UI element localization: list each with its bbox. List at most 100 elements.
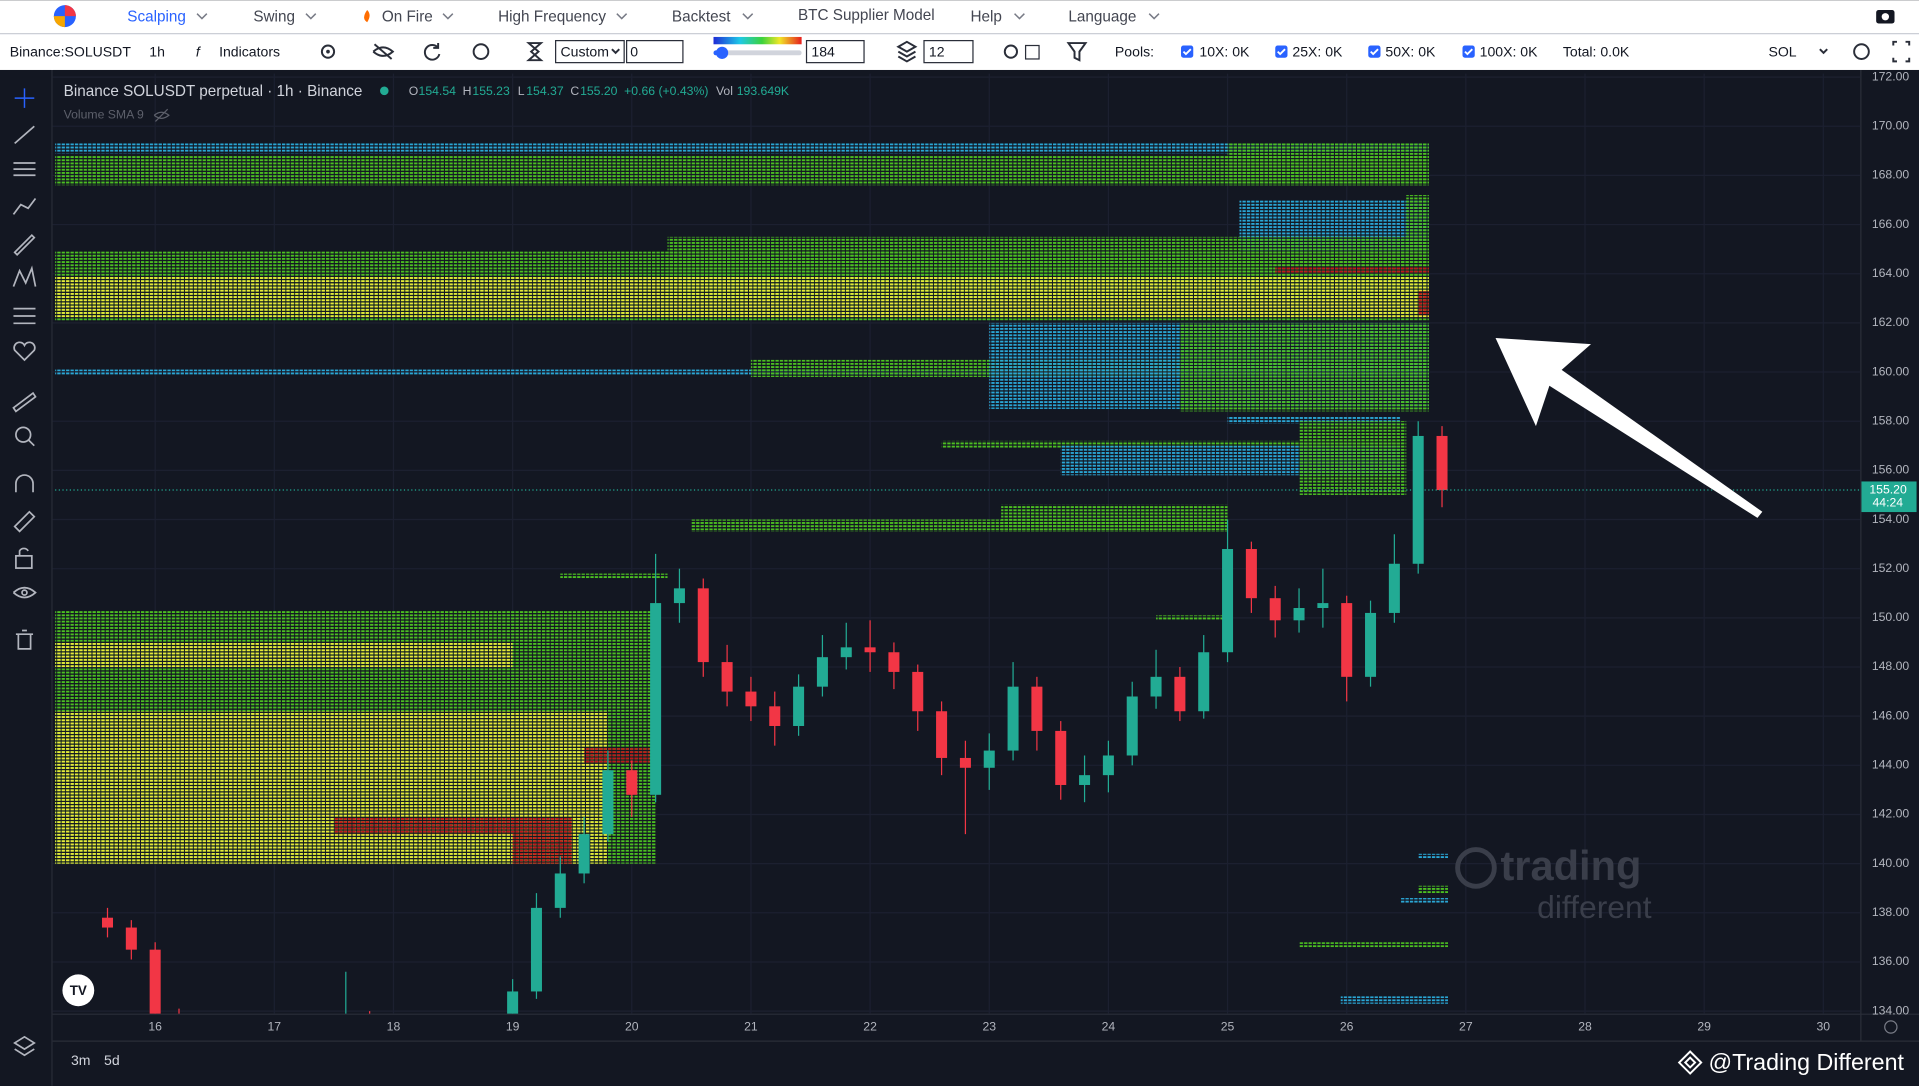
x-tick-label: 22 xyxy=(863,1019,877,1033)
price-tag xyxy=(1861,481,1917,513)
candle-body xyxy=(1102,755,1114,776)
fx-icon: f xyxy=(196,44,202,60)
fullscreen-icon[interactable] xyxy=(1892,40,1911,63)
pools-label: Pools: xyxy=(1115,44,1154,60)
y-tick-label: 166.00 xyxy=(1872,217,1910,231)
x-tick-label: 24 xyxy=(1102,1019,1116,1033)
chevron xyxy=(1148,13,1160,20)
menu-item[interactable]: High Frequency xyxy=(498,8,606,25)
volume-value: 193.649K xyxy=(737,84,790,98)
y-tick-label: 158.00 xyxy=(1872,413,1910,427)
heatmap xyxy=(55,143,1448,1004)
x-tick-label: 27 xyxy=(1459,1019,1473,1033)
tv-logo: TV xyxy=(62,974,95,1007)
chart-panel xyxy=(52,69,1919,1041)
chevron xyxy=(442,13,454,20)
refresh-icon[interactable] xyxy=(423,43,441,61)
symbol[interactable]: Binance:SOLUSDT xyxy=(10,44,132,60)
y-tick-label: 140.00 xyxy=(1872,856,1910,870)
input-box[interactable] xyxy=(923,39,974,64)
checkbox[interactable] xyxy=(1462,45,1475,58)
y-tick-label: 152.00 xyxy=(1872,561,1910,575)
select-box[interactable] xyxy=(555,39,625,64)
candle-body xyxy=(1341,603,1353,677)
checkbox[interactable] xyxy=(1368,45,1381,58)
liquidation-zone xyxy=(941,440,1401,449)
coin-select[interactable]: SOL xyxy=(1768,44,1796,60)
volume-key: Vol xyxy=(716,84,733,98)
price-tag-label: 155.20 xyxy=(1869,482,1907,496)
x-tick-label: 23 xyxy=(982,1019,996,1033)
candle-body xyxy=(912,671,924,712)
input-box[interactable] xyxy=(805,39,865,64)
palette-icon[interactable] xyxy=(472,43,490,60)
menu-item[interactable]: Help xyxy=(971,8,1002,25)
checkbox[interactable] xyxy=(1181,45,1194,58)
interval[interactable]: 1h xyxy=(149,44,165,60)
settings-icon[interactable] xyxy=(320,44,336,59)
x-tick-label: 29 xyxy=(1697,1019,1711,1033)
x-tick-label: 26 xyxy=(1340,1019,1354,1033)
liquidation-zone xyxy=(1418,290,1429,316)
select-value[interactable]: Custom xyxy=(561,44,609,60)
candle-body xyxy=(530,907,542,992)
change: +0.66 (+0.43%) xyxy=(624,84,708,98)
candle-body xyxy=(1317,603,1329,609)
ohlc-key: O xyxy=(409,84,419,98)
liquidation-zone xyxy=(584,748,650,763)
countdown: 44:24 xyxy=(1873,496,1904,510)
input-value[interactable]: 12 xyxy=(929,44,945,60)
menu-item[interactable]: Swing xyxy=(253,8,295,25)
y-tick-label: 148.00 xyxy=(1872,659,1910,673)
hide-icon[interactable] xyxy=(372,43,395,60)
range-button[interactable]: 3m xyxy=(71,1052,91,1068)
candle-body xyxy=(578,834,590,874)
credit-logo xyxy=(1677,1050,1703,1075)
logo xyxy=(53,5,76,28)
input-value[interactable]: 184 xyxy=(811,44,835,60)
watermark-text: trading xyxy=(1500,842,1641,889)
ohlc-key: C xyxy=(570,84,579,98)
candle-body xyxy=(721,662,733,692)
candle-body xyxy=(1150,676,1162,697)
bot-icon[interactable] xyxy=(1003,44,1019,59)
menu-item[interactable]: BTC Supplier Model xyxy=(798,7,935,24)
camera-icon[interactable] xyxy=(1876,10,1895,24)
chevron xyxy=(742,13,754,20)
axis-settings-icon[interactable] xyxy=(1884,1020,1898,1034)
liquidation-zone xyxy=(1299,942,1448,948)
menu-item[interactable]: Scalping xyxy=(127,8,186,25)
x-tick-label: 18 xyxy=(387,1019,401,1033)
liquidation-zone xyxy=(1418,853,1448,859)
range-button[interactable]: 5d xyxy=(104,1052,120,1068)
menu-item[interactable]: Language xyxy=(1068,8,1136,25)
input-value[interactable]: 0 xyxy=(630,44,638,60)
filter-icon[interactable] xyxy=(1066,42,1088,62)
candle-body xyxy=(983,750,995,768)
menu-item[interactable]: On Fire xyxy=(382,8,433,25)
indicator-label: Volume SMA 9 xyxy=(64,107,144,121)
y-tick-label: 160.00 xyxy=(1872,364,1910,378)
menu-item[interactable]: Backtest xyxy=(672,8,731,25)
candle-body xyxy=(626,770,638,795)
gear-icon[interactable] xyxy=(1853,43,1870,60)
candle-body xyxy=(149,949,161,1014)
chevron xyxy=(1819,48,1828,55)
candles xyxy=(101,421,1448,1014)
checkbox[interactable] xyxy=(1275,45,1288,58)
liquidation-zone xyxy=(55,143,1429,154)
candle-body xyxy=(554,873,566,908)
pool-item: 10X: 0K xyxy=(1199,44,1250,60)
slider-track[interactable] xyxy=(713,50,802,56)
chevron xyxy=(611,48,620,55)
indicators-button[interactable]: Indicators xyxy=(219,44,280,60)
candle-body xyxy=(125,927,137,950)
y-tick-label: 156.00 xyxy=(1872,463,1910,477)
candle-body xyxy=(959,757,971,768)
eye-off-icon[interactable] xyxy=(153,108,170,122)
input-box[interactable] xyxy=(626,39,684,64)
liquidation-zone xyxy=(1400,898,1448,903)
tool-icons[interactable] xyxy=(12,88,37,1057)
checkbox[interactable] xyxy=(1024,44,1040,60)
slider-thumb[interactable] xyxy=(715,46,729,59)
